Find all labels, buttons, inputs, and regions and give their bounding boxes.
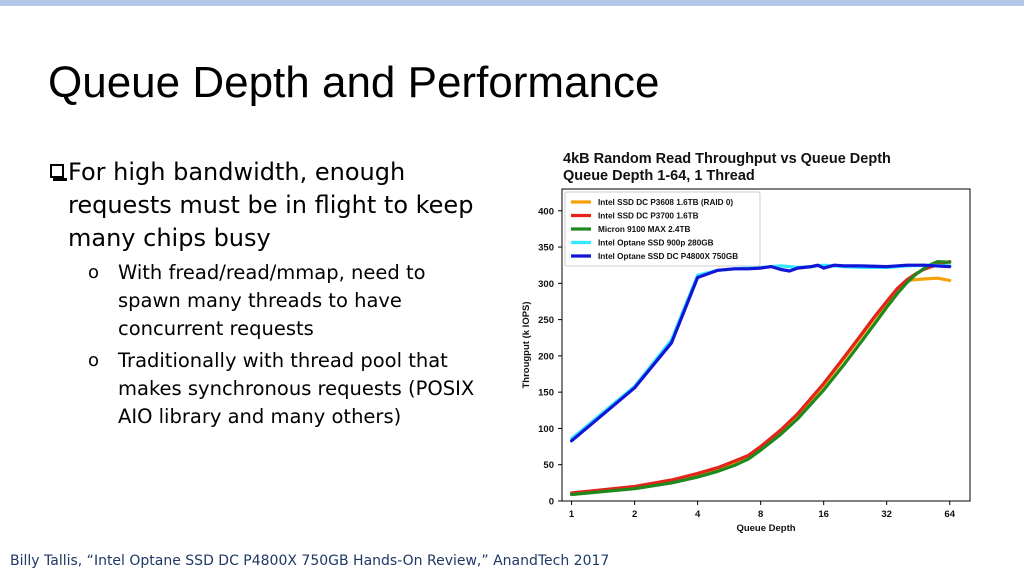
x-tick-label: 32 — [881, 509, 892, 520]
chart-title-line-2: Queue Depth 1-64, 1 Thread — [563, 168, 755, 184]
citation: Billy Tallis, “Intel Optane SSD DC P4800… — [10, 553, 610, 569]
sub-bullet-1-text: With fread/read/mmap, need to spawn many… — [118, 261, 426, 340]
legend-label-5: Intel Optane SSD DC P4800X 750GB — [598, 252, 738, 261]
series-line-5 — [569, 263, 952, 443]
throughput-chart: 0 50 100 150 200 250 300 350 400 1 2 4 8 16 32 64 Queue … — [521, 188, 971, 534]
slide-title: Queue Depth and Performance — [48, 58, 660, 107]
circle-bullet-icon: o — [88, 350, 100, 371]
x-tick-label: 64 — [944, 509, 955, 520]
y-tick-label: 100 — [538, 424, 554, 435]
y-tick-label: 300 — [538, 279, 554, 290]
legend-label-4: Intel Optane SSD 900p 280GB — [598, 239, 714, 248]
bullet-main: For high bandwidth, enough requests must… — [48, 156, 488, 255]
sub-bullet-2-text: Traditionally with thread pool that make… — [118, 349, 475, 428]
x-tick-label: 1 — [569, 509, 575, 520]
legend-label-1: Intel SSD DC P3608 1.6TB (RAID 0) — [598, 198, 733, 207]
x-tick-label: 4 — [695, 509, 701, 520]
y-tick-label: 400 — [538, 206, 554, 217]
y-tick-label: 200 — [538, 351, 554, 362]
bullet-main-text: For high bandwidth, enough requests must… — [68, 158, 474, 252]
legend-label-3: Micron 9100 MAX 2.4TB — [598, 225, 690, 234]
x-tick-label: 16 — [818, 509, 829, 520]
legend-box — [564, 191, 761, 267]
bullet-list: For high bandwidth, enough requests must… — [48, 156, 488, 431]
y-tick-label: 150 — [538, 388, 554, 399]
y-tick-label: 50 — [543, 460, 554, 471]
top-accent-bar — [0, 0, 1024, 6]
x-axis-label: Queue Depth — [736, 523, 795, 534]
y-axis-label: Througput (k IOPS) — [521, 301, 532, 388]
x-tick-label: 2 — [632, 509, 637, 520]
chart-title: 4kB Random Read Throughput vs Queue Dept… — [563, 151, 891, 185]
chart-title-line-1: 4kB Random Read Throughput vs Queue Dept… — [563, 151, 891, 167]
y-tick-label: 350 — [538, 243, 554, 254]
x-tick-label: 8 — [758, 509, 763, 520]
series-line-3 — [569, 259, 952, 497]
checkbox-bullet-icon — [50, 164, 67, 181]
circle-bullet-icon: o — [88, 262, 100, 283]
y-tick-label: 250 — [538, 315, 554, 326]
sub-bullet-1: o With fread/read/mmap, need to spawn ma… — [48, 259, 488, 343]
y-tick-label: 0 — [549, 497, 554, 508]
sub-bullet-2: o Traditionally with thread pool that ma… — [48, 347, 488, 431]
legend-label-2: Intel SSD DC P3700 1.6TB — [598, 212, 699, 221]
